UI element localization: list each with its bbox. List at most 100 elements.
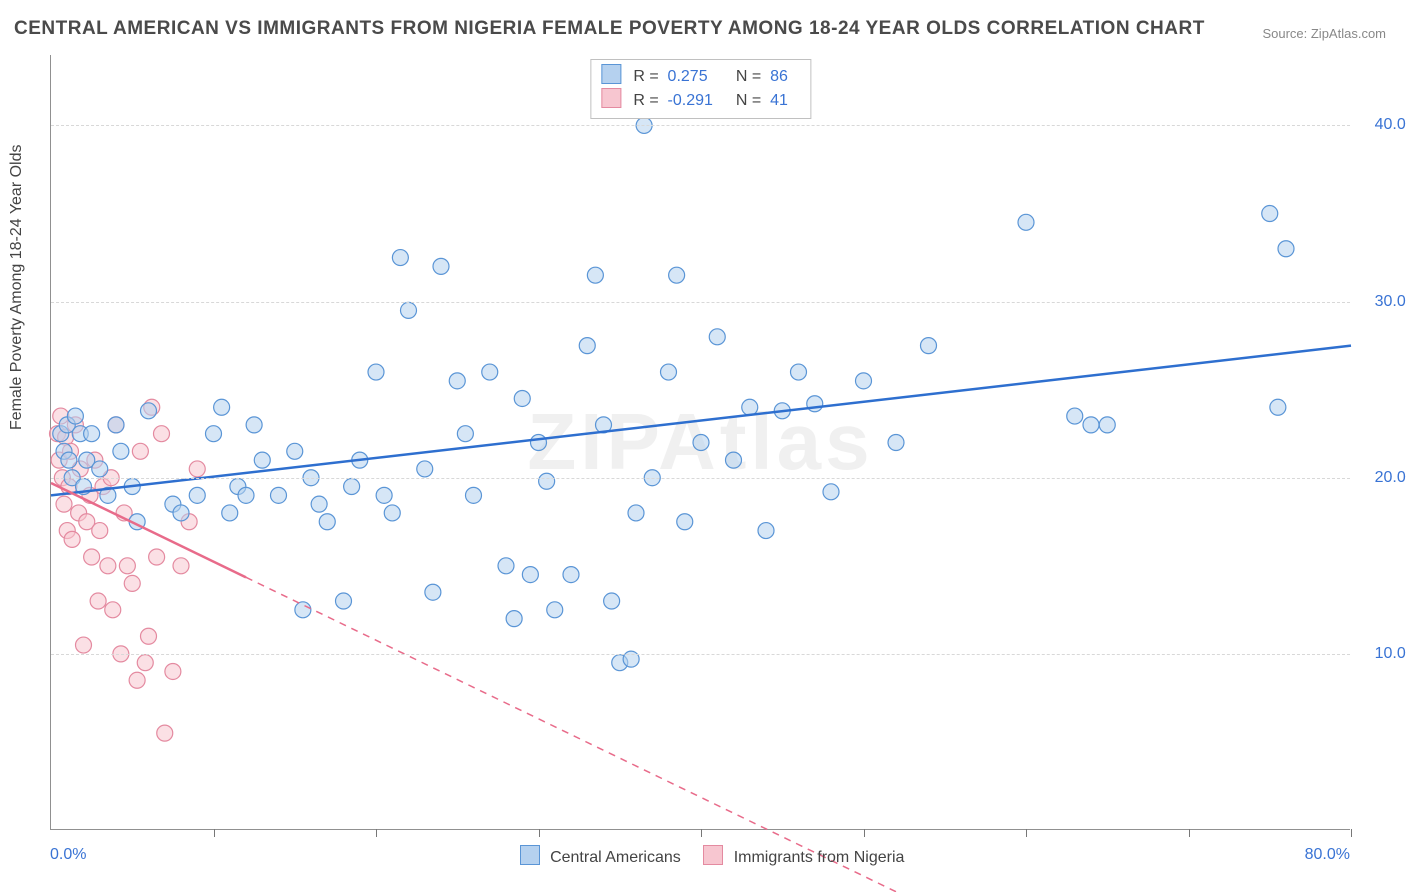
y-tick-label: 20.0%	[1360, 469, 1406, 487]
data-point	[401, 302, 417, 318]
stat-n-value: 41	[770, 90, 800, 112]
stat-row: R = 0.275 N = 86	[601, 64, 800, 88]
data-point	[522, 567, 538, 583]
data-point	[1262, 206, 1278, 222]
gridline	[51, 125, 1350, 126]
data-point	[417, 461, 433, 477]
data-point	[449, 373, 465, 389]
data-point	[368, 364, 384, 380]
data-point	[206, 426, 222, 442]
data-point	[67, 408, 83, 424]
data-point	[189, 487, 205, 503]
gridline	[51, 302, 1350, 303]
data-point	[105, 602, 121, 618]
data-point	[791, 364, 807, 380]
data-point	[726, 452, 742, 468]
data-point	[92, 523, 108, 539]
x-tick	[539, 829, 540, 837]
data-point	[547, 602, 563, 618]
data-point	[113, 443, 129, 459]
data-point	[742, 399, 758, 415]
data-point	[90, 593, 106, 609]
data-point	[141, 403, 157, 419]
x-tick	[1351, 829, 1352, 837]
data-point	[254, 452, 270, 468]
x-tick	[214, 829, 215, 837]
stat-n-label: N =	[736, 68, 761, 85]
swatch-pink-icon	[703, 845, 723, 865]
plot-area: ZIPAtlas R = 0.275 N = 86 R = -0.291 N =…	[50, 55, 1350, 830]
data-point	[514, 390, 530, 406]
data-point	[661, 364, 677, 380]
y-axis-label: Female Poverty Among 18-24 Year Olds	[8, 145, 26, 431]
gridline	[51, 654, 1350, 655]
data-point	[677, 514, 693, 530]
data-point	[1067, 408, 1083, 424]
data-point	[129, 672, 145, 688]
data-point	[921, 338, 937, 354]
trend-line	[51, 483, 246, 577]
legend-series1: Central Americans	[550, 849, 681, 866]
stat-n-label: N =	[736, 92, 761, 109]
trend-line	[51, 346, 1351, 496]
data-point	[433, 258, 449, 274]
data-point	[1270, 399, 1286, 415]
data-point	[64, 531, 80, 547]
data-point	[482, 364, 498, 380]
data-point	[157, 725, 173, 741]
data-point	[425, 584, 441, 600]
data-point	[457, 426, 473, 442]
stat-r-label: R =	[633, 68, 658, 85]
data-point	[295, 602, 311, 618]
data-point	[311, 496, 327, 512]
stat-r-value: 0.275	[668, 66, 723, 88]
data-point	[141, 628, 157, 644]
swatch-pink-icon	[601, 88, 621, 108]
data-point	[61, 452, 77, 468]
data-point	[84, 549, 100, 565]
data-point	[604, 593, 620, 609]
data-point	[531, 435, 547, 451]
x-tick	[864, 829, 865, 837]
data-point	[1099, 417, 1115, 433]
data-point	[137, 655, 153, 671]
data-point	[108, 417, 124, 433]
data-point	[319, 514, 335, 530]
data-point	[165, 663, 181, 679]
data-point	[807, 396, 823, 412]
gridline	[51, 478, 1350, 479]
x-tick	[376, 829, 377, 837]
data-point	[466, 487, 482, 503]
data-point	[693, 435, 709, 451]
data-point	[563, 567, 579, 583]
data-point	[173, 505, 189, 521]
data-point	[214, 399, 230, 415]
source-label: Source: ZipAtlas.com	[1262, 26, 1386, 41]
swatch-blue-icon	[601, 64, 621, 84]
stat-row: R = -0.291 N = 41	[601, 88, 800, 112]
x-tick	[1189, 829, 1190, 837]
data-point	[271, 487, 287, 503]
legend-bottom: Central Americans Immigrants from Nigeri…	[0, 845, 1406, 867]
data-point	[579, 338, 595, 354]
data-point	[344, 479, 360, 495]
stat-r-value: -0.291	[668, 90, 723, 112]
data-point	[119, 558, 135, 574]
data-point	[238, 487, 254, 503]
data-point	[246, 417, 262, 433]
chart-title: CENTRAL AMERICAN VS IMMIGRANTS FROM NIGE…	[14, 18, 1205, 40]
chart-container: CENTRAL AMERICAN VS IMMIGRANTS FROM NIGE…	[0, 0, 1406, 892]
data-point	[92, 461, 108, 477]
data-point	[1278, 241, 1294, 257]
data-point	[222, 505, 238, 521]
y-tick-label: 40.0%	[1360, 116, 1406, 134]
swatch-blue-icon	[520, 845, 540, 865]
data-point	[758, 523, 774, 539]
data-point	[539, 473, 555, 489]
x-tick	[701, 829, 702, 837]
data-point	[56, 496, 72, 512]
data-point	[856, 373, 872, 389]
stat-n-value: 86	[770, 66, 800, 88]
data-point	[1083, 417, 1099, 433]
data-point	[1018, 214, 1034, 230]
